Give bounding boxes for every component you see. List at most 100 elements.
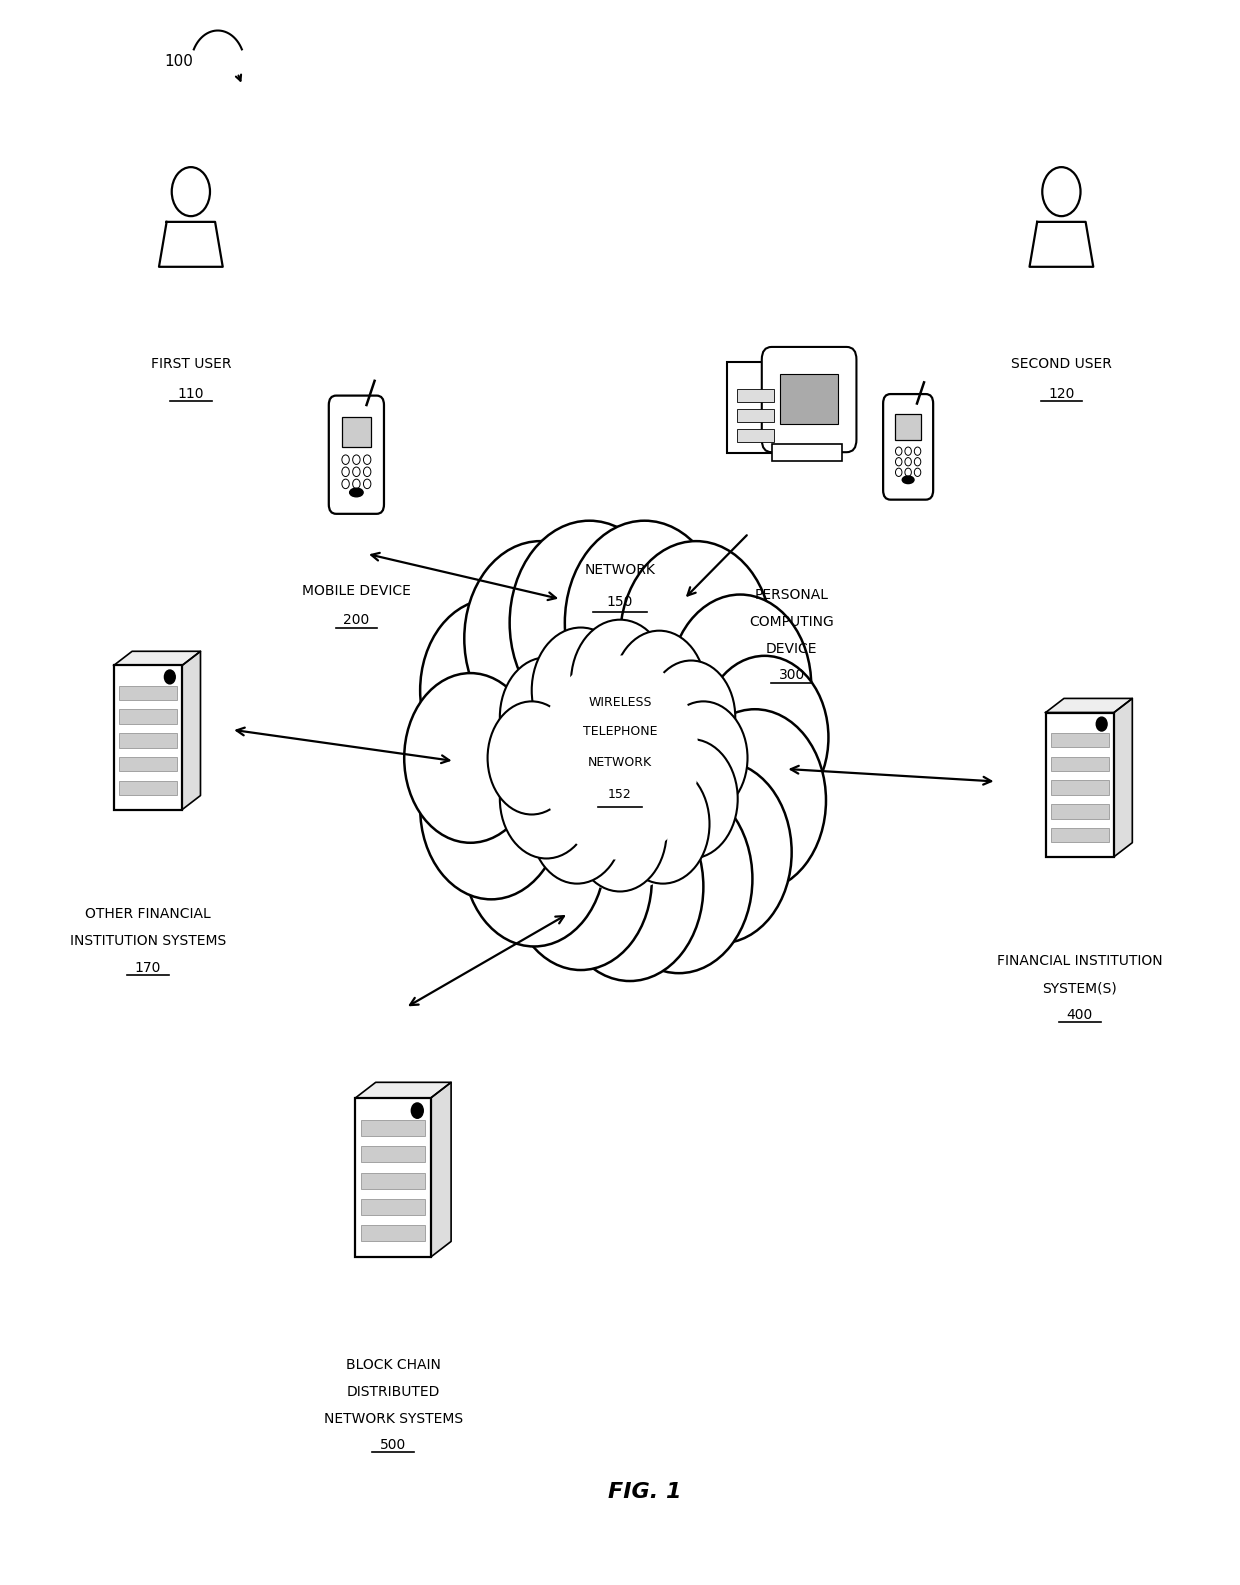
Circle shape — [532, 628, 630, 753]
Text: NETWORK SYSTEMS: NETWORK SYSTEMS — [324, 1412, 463, 1425]
Bar — [342, 417, 371, 447]
Circle shape — [363, 455, 371, 464]
Circle shape — [1043, 166, 1080, 216]
Text: INSTITUTION SYSTEMS: INSTITUTION SYSTEMS — [69, 934, 226, 948]
Circle shape — [660, 702, 748, 815]
Text: FIG. 1: FIG. 1 — [608, 1482, 681, 1501]
Circle shape — [171, 166, 210, 216]
Text: NETWORK: NETWORK — [584, 563, 656, 577]
Circle shape — [701, 656, 828, 819]
Circle shape — [914, 468, 921, 477]
Text: 170: 170 — [135, 961, 161, 975]
Circle shape — [565, 521, 724, 724]
Circle shape — [905, 458, 911, 466]
Circle shape — [363, 479, 371, 488]
Text: OTHER FINANCIAL: OTHER FINANCIAL — [86, 907, 211, 921]
Text: 500: 500 — [379, 1438, 407, 1452]
Text: DISTRIBUTED: DISTRIBUTED — [346, 1385, 440, 1400]
Bar — [771, 444, 842, 461]
Circle shape — [605, 785, 753, 973]
Bar — [737, 430, 774, 442]
Circle shape — [647, 661, 735, 773]
Bar — [1052, 827, 1109, 842]
Bar — [737, 409, 774, 422]
Polygon shape — [1114, 699, 1132, 857]
Circle shape — [510, 521, 670, 724]
Circle shape — [165, 670, 175, 683]
Text: 100: 100 — [164, 54, 192, 70]
Circle shape — [487, 702, 575, 815]
Circle shape — [352, 455, 360, 464]
FancyBboxPatch shape — [761, 347, 857, 452]
Circle shape — [895, 447, 901, 455]
Circle shape — [420, 599, 563, 781]
Circle shape — [352, 479, 360, 488]
Circle shape — [905, 468, 911, 477]
Text: TELEPHONE: TELEPHONE — [583, 724, 657, 737]
Circle shape — [404, 674, 537, 843]
Text: 120: 120 — [1048, 387, 1075, 401]
Text: 150: 150 — [606, 594, 634, 609]
Text: NETWORK: NETWORK — [588, 756, 652, 769]
Bar — [119, 734, 176, 748]
Circle shape — [670, 594, 811, 777]
Bar — [1052, 804, 1109, 818]
Text: 300: 300 — [779, 669, 805, 683]
Bar — [737, 390, 774, 403]
Text: MOBILE DEVICE: MOBILE DEVICE — [303, 583, 410, 598]
Polygon shape — [430, 1083, 451, 1257]
Circle shape — [616, 764, 709, 883]
Circle shape — [650, 761, 791, 943]
Circle shape — [895, 468, 901, 477]
Circle shape — [500, 658, 593, 777]
Circle shape — [570, 620, 670, 745]
Text: PERSONAL: PERSONAL — [755, 588, 828, 602]
Circle shape — [620, 540, 773, 735]
Text: 152: 152 — [608, 788, 632, 800]
Bar — [728, 363, 774, 453]
Circle shape — [683, 708, 826, 891]
Bar — [895, 414, 921, 441]
Text: 110: 110 — [177, 387, 205, 401]
Bar — [1052, 780, 1109, 794]
Polygon shape — [1045, 699, 1132, 713]
Circle shape — [1096, 716, 1107, 731]
Circle shape — [517, 623, 725, 891]
Bar — [1052, 732, 1109, 747]
Polygon shape — [159, 222, 223, 266]
Circle shape — [342, 455, 350, 464]
Circle shape — [352, 468, 360, 477]
Text: COMPUTING: COMPUTING — [749, 615, 835, 629]
Circle shape — [363, 468, 371, 477]
Circle shape — [645, 739, 738, 859]
Circle shape — [557, 792, 703, 981]
Bar — [1045, 713, 1114, 857]
Circle shape — [412, 1103, 423, 1119]
Circle shape — [420, 716, 563, 899]
Text: 400: 400 — [1066, 1008, 1092, 1022]
Text: 200: 200 — [343, 613, 370, 628]
FancyBboxPatch shape — [329, 396, 384, 514]
Bar — [362, 1198, 425, 1214]
Text: FIRST USER: FIRST USER — [150, 357, 231, 371]
Circle shape — [510, 788, 652, 970]
Text: SECOND USER: SECOND USER — [1011, 357, 1112, 371]
Bar — [362, 1121, 425, 1136]
Ellipse shape — [903, 476, 914, 483]
Text: FINANCIAL INSTITUTION: FINANCIAL INSTITUTION — [997, 954, 1163, 968]
Bar — [362, 1173, 425, 1189]
Ellipse shape — [350, 488, 363, 496]
Circle shape — [464, 540, 616, 735]
Bar — [119, 758, 176, 772]
Bar — [119, 781, 176, 796]
Bar — [119, 710, 176, 724]
Polygon shape — [114, 651, 201, 666]
Bar — [114, 666, 182, 810]
Polygon shape — [182, 651, 201, 810]
Text: DEVICE: DEVICE — [766, 642, 817, 656]
Bar — [362, 1225, 425, 1241]
Polygon shape — [356, 1083, 451, 1098]
Polygon shape — [1029, 222, 1094, 266]
Circle shape — [573, 772, 667, 891]
Circle shape — [500, 739, 593, 859]
